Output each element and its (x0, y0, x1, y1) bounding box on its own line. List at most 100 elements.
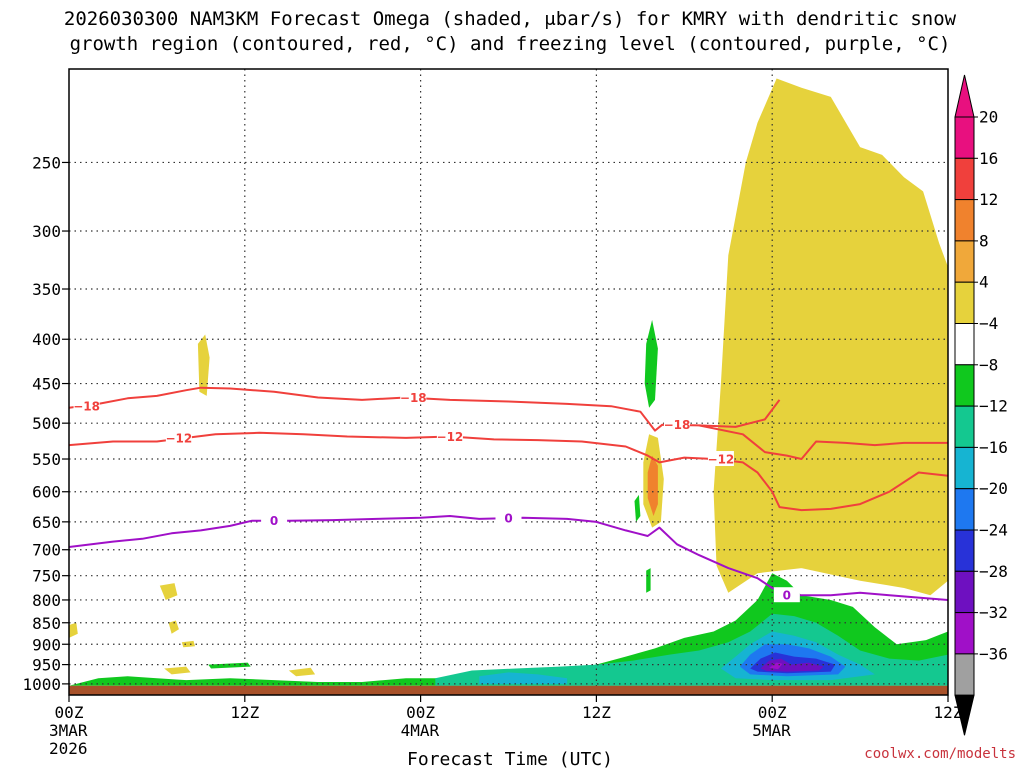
colorbar-swatch-4 (954, 281, 975, 325)
x-tick-label-0: 00Z (55, 703, 84, 722)
omega-region-ascent-yellow-small-2 (159, 583, 178, 600)
y-tick-label-450: 450 (32, 375, 61, 394)
colorbar-swatch-9 (954, 488, 975, 531)
y-tick-label-250: 250 (32, 153, 61, 172)
contour-label-bg-freezing-level-0C-0 (261, 512, 288, 528)
omega-region-ascent-yellow-small-4 (164, 666, 191, 675)
y-tick-label-900: 900 (32, 635, 61, 654)
x-tick-date-24: 4MAR (401, 721, 440, 740)
contour-label-minus-12C-1: −12 (437, 430, 464, 444)
omega-shading (69, 78, 948, 686)
contour-label-minus-18C-1: −18 (400, 391, 427, 405)
contour-minus-12C (69, 431, 948, 512)
colorbar-label-6: −8 (979, 355, 998, 374)
y-tick-label-700: 700 (32, 541, 61, 560)
colorbar-label-2: 12 (979, 190, 998, 209)
colorbar-swatch-5 (954, 323, 975, 366)
omega-region-ascent-yellow-small-7 (181, 640, 195, 648)
contour-label-minus-12C-0: −12 (165, 431, 192, 445)
grid-lines (69, 69, 948, 695)
y-tick-label-500: 500 (32, 414, 61, 433)
colorbar-swatch-12 (954, 612, 975, 655)
omega-region-ascent-yellow (713, 78, 948, 596)
contour-labels: −18 −18 −18 −12 −12 −12 0 0 0 (73, 389, 800, 603)
colorbar-label-5: −4 (979, 314, 998, 333)
y-tick-label-350: 350 (32, 280, 61, 299)
x-tick-date-0: 3MAR (49, 721, 88, 740)
colorbar-bottom-arrow (954, 694, 975, 736)
x-tick-label-48: 00Z (758, 703, 787, 722)
ground-surface (69, 685, 948, 695)
colorbar-swatch-3 (954, 240, 975, 283)
omega-region-descent-green-isolated-2 (634, 494, 641, 522)
x-tick-label-36: 12Z (582, 703, 611, 722)
colorbar-label-12: −32 (979, 603, 1008, 622)
contour-label-minus-12C-2: −12 (708, 453, 735, 467)
x-tick-year-0: 2026 (49, 739, 88, 758)
title-line-2: growth region (contoured, red, °C) and f… (70, 33, 951, 55)
colorbar-swatch-13 (954, 653, 975, 696)
x-axis-label: Forecast Time (UTC) (407, 749, 613, 768)
contour-label-minus-18C-2: −18 (664, 418, 691, 432)
colorbar-label-1: 16 (979, 149, 998, 168)
omega-region-descent-green-isolated-3 (646, 568, 651, 593)
colorbar-swatch-7 (954, 405, 975, 448)
contour-label-bg-minus-18C-2 (663, 416, 690, 432)
contour-label-freezing-level-0C-1: 0 (504, 511, 512, 525)
chart-title: 2026030300 NAM3KM Forecast Omega (shaded… (64, 8, 957, 55)
y-tick-label-550: 550 (32, 450, 61, 469)
omega-region-descent-cyan (479, 672, 568, 684)
contour-label-bg-freezing-level-0C-2 (773, 587, 800, 603)
contour-label-bg-freezing-level-0C-1 (495, 509, 522, 525)
title-line-1: 2026030300 NAM3KM Forecast Omega (shaded… (64, 8, 957, 30)
contour-label-bg-minus-12C-0 (165, 429, 192, 445)
colorbar: 20 16 12 8 4 −4 −8 −12 −16 −20 −24 −28 −32 −36 (954, 74, 1008, 736)
colorbar-label-9: −20 (979, 479, 1008, 498)
contour-label-minus-18C-0: −18 (73, 400, 100, 414)
colorbar-swatch-10 (954, 529, 975, 572)
y-tick-label-750: 750 (32, 567, 61, 586)
colorbar-label-8: −16 (979, 438, 1008, 457)
contour-label-bg-minus-12C-1 (436, 428, 463, 444)
colorbar-top-arrow (954, 74, 975, 118)
x-tick-date-48: 5MAR (752, 721, 791, 740)
y-tick-label-650: 650 (32, 513, 61, 532)
colorbar-label-7: −12 (979, 397, 1008, 416)
x-tick-label-12: 12Z (230, 703, 259, 722)
x-tick-label-60: 12Z (934, 703, 963, 722)
colorbar-label-10: −24 (979, 521, 1008, 540)
colorbar-swatch-0 (954, 116, 975, 159)
colorbar-swatch-1 (954, 157, 975, 201)
colorbar-label-11: −28 (979, 562, 1008, 581)
omega-region-ascent-orange-pulse (647, 455, 658, 516)
y-tick-label-850: 850 (32, 614, 61, 633)
omega-region-descent-green-isolated-1 (644, 319, 658, 408)
omega-region-ascent-yellow-small-3 (168, 620, 179, 634)
colorbar-label-3: 8 (979, 231, 989, 250)
colorbar-label-0: 20 (979, 108, 998, 127)
y-tick-label-800: 800 (32, 591, 61, 610)
colorbar-swatch-6 (954, 364, 975, 407)
omega-region-ascent-yellow-small-5 (288, 667, 316, 677)
y-tick-label-950: 950 (32, 656, 61, 675)
y-tick-label-300: 300 (32, 222, 61, 241)
contour-label-bg-minus-12C-2 (707, 451, 734, 467)
omega-region-ascent-yellow-small-1 (197, 334, 210, 396)
colorbar-swatch-2 (954, 199, 975, 242)
y-tick-label-1000: 1000 (22, 675, 61, 694)
colorbar-swatch-8 (954, 446, 975, 490)
y-axis-ticks: 250 300 350 400 450 500 550 600 650 700 750 800 850 9… (22, 153, 69, 694)
credit-text: coolwx.com/modelts (864, 746, 1016, 762)
colorbar-label-4: 4 (979, 273, 989, 292)
contour-label-bg-minus-18C-1 (400, 389, 427, 405)
colorbar-label-13: −36 (979, 644, 1008, 663)
contour-label-freezing-level-0C-0: 0 (270, 514, 278, 528)
contour-label-bg-minus-18C-0 (73, 398, 100, 414)
contour-freezing-level-0C (69, 515, 948, 601)
y-tick-label-400: 400 (32, 330, 61, 349)
omega-region-ascent-yellow-small-6 (69, 622, 78, 638)
x-tick-label-24: 00Z (406, 703, 435, 722)
y-tick-label-600: 600 (32, 483, 61, 502)
